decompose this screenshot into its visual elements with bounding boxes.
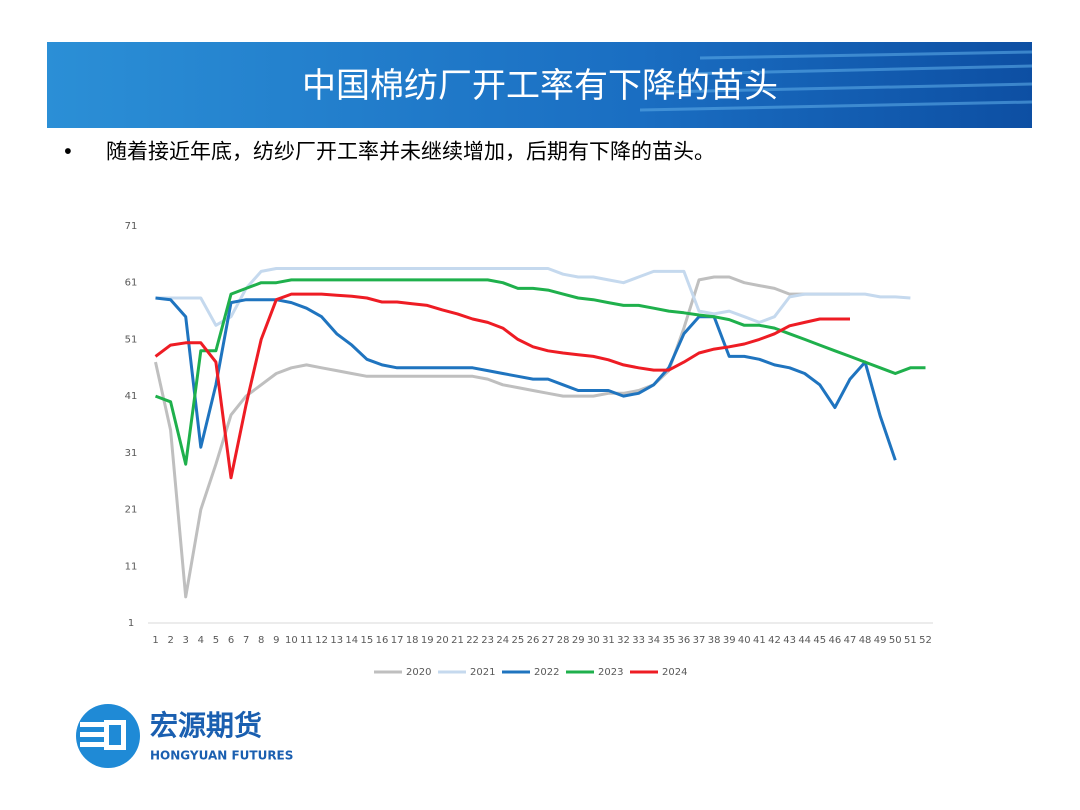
bullet-dot: •: [62, 140, 74, 164]
x-tick-label: 43: [783, 635, 796, 646]
y-tick-label: 21: [125, 505, 138, 516]
x-tick-label: 27: [542, 635, 555, 646]
x-tick-label: 13: [330, 635, 343, 646]
x-tick-label: 32: [617, 635, 630, 646]
x-tick-label: 1: [152, 635, 158, 646]
x-tick-label: 7: [243, 635, 249, 646]
x-tick-label: 6: [228, 635, 234, 646]
x-tick-label: 44: [798, 635, 811, 646]
x-tick-label: 52: [919, 635, 932, 646]
x-tick-label: 30: [587, 635, 600, 646]
x-tick-label: 48: [859, 635, 872, 646]
x-tick-label: 35: [662, 635, 675, 646]
logo-icon: [76, 704, 140, 768]
y-tick-label: 41: [125, 391, 138, 402]
x-tick-label: 31: [602, 635, 615, 646]
x-tick-label: 49: [874, 635, 887, 646]
x-tick-label: 23: [481, 635, 494, 646]
banner-stripes: [639, 50, 1033, 112]
y-tick-label: 11: [125, 561, 138, 572]
x-tick-label: 36: [678, 635, 691, 646]
legend-label: 2020: [406, 667, 431, 678]
x-tick-label: 25: [511, 635, 524, 646]
x-tick-label: 19: [421, 635, 434, 646]
y-tick-label: 31: [125, 448, 138, 459]
x-tick-label: 50: [889, 635, 902, 646]
y-tick-label: 51: [125, 334, 138, 345]
x-tick-label: 42: [768, 635, 781, 646]
y-tick-label: 61: [125, 278, 138, 289]
series-line: [154, 292, 850, 480]
x-tick-label: 11: [300, 635, 313, 646]
x-tick-label: 2: [167, 635, 173, 646]
x-tick-label: 39: [723, 635, 736, 646]
x-tick-label: 17: [391, 635, 404, 646]
x-tick-label: 40: [738, 635, 751, 646]
y-tick-label: 71: [125, 221, 138, 232]
x-tick-label: 33: [632, 635, 645, 646]
x-tick-label: 5: [213, 635, 219, 646]
x-tick-label: 20: [436, 635, 449, 646]
legend-label: 2021: [470, 667, 495, 678]
series-line: [155, 267, 911, 327]
x-tick-label: 22: [466, 635, 479, 646]
x-tick-label: 16: [376, 635, 389, 646]
slide-title: 中国棉纺厂开工率有下降的苗头: [302, 66, 778, 106]
x-tick-label: 47: [844, 635, 857, 646]
series-line: [154, 278, 926, 466]
x-tick-label: 45: [813, 635, 826, 646]
x-tick-label: 46: [829, 635, 842, 646]
logo-name: 宏源期货: [150, 709, 262, 742]
x-tick-label: 15: [361, 635, 374, 646]
x-tick-label: 34: [647, 635, 660, 646]
series-line: [154, 275, 850, 599]
x-tick-label: 28: [557, 635, 570, 646]
y-tick-label: 1: [128, 618, 134, 629]
x-tick-label: 21: [451, 635, 464, 646]
legend-label: 2024: [662, 667, 687, 678]
x-tick-label: 24: [496, 635, 509, 646]
bullet-text: 随着接近年底，纺纱厂开工率并未继续增加，后期有下降的苗头。: [106, 140, 715, 164]
legend-label: 2023: [598, 667, 623, 678]
x-tick-label: 12: [315, 635, 328, 646]
x-tick-label: 51: [904, 635, 917, 646]
x-tick-label: 29: [572, 635, 585, 646]
x-tick-label: 8: [258, 635, 264, 646]
x-tick-label: 37: [693, 635, 706, 646]
x-tick-label: 4: [198, 635, 204, 646]
x-tick-label: 26: [527, 635, 540, 646]
x-tick-label: 41: [753, 635, 766, 646]
x-tick-label: 3: [183, 635, 189, 646]
x-tick-label: 14: [345, 635, 358, 646]
logo-english: HONGYUAN FUTURES: [150, 749, 293, 763]
x-tick-label: 18: [406, 635, 419, 646]
legend-label: 2022: [534, 667, 559, 678]
x-tick-label: 38: [708, 635, 721, 646]
x-tick-label: 10: [285, 635, 298, 646]
x-tick-label: 9: [273, 635, 279, 646]
